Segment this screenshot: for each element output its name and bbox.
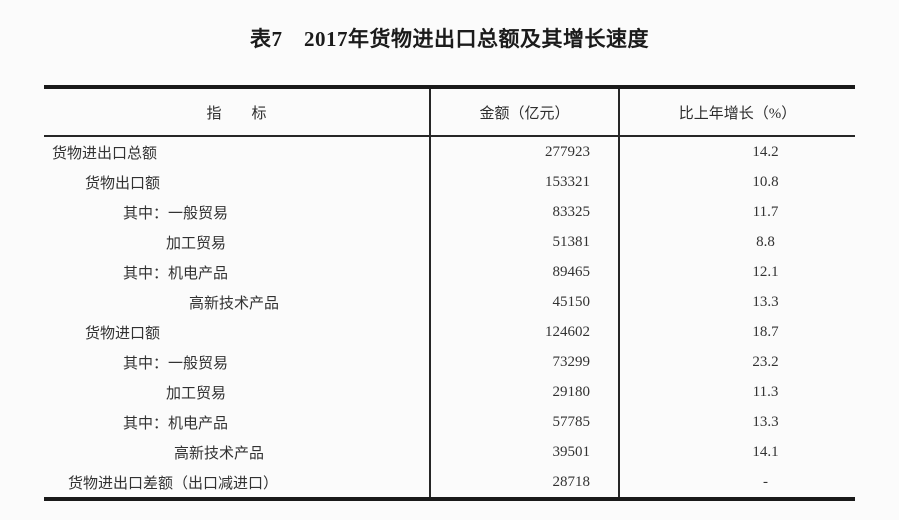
amount-value: 73299: [429, 347, 618, 377]
row-label: 加工贸易: [166, 235, 227, 252]
table-row: 货物进口额 124602 18.7: [44, 317, 855, 347]
row-label: 货物出口额: [85, 175, 161, 192]
row-label: 加工贸易: [166, 385, 227, 402]
header-amount: 金额（亿元）: [429, 89, 618, 135]
growth-value: 13.3: [618, 407, 855, 437]
growth-value: 12.1: [618, 257, 855, 287]
row-label: 其中：机电产品: [123, 265, 229, 282]
table-row: 其中：机电产品 89465 12.1: [44, 257, 855, 287]
page-title: 表7 2017年货物进出口总额及其增长速度: [250, 27, 649, 51]
indicators-table: 指 标 金额（亿元） 比上年增长（%） 货物进出口总额 277923 14.2 …: [44, 85, 855, 501]
table-row: 货物出口额 153321 10.8: [44, 167, 855, 197]
growth-value: 13.3: [618, 287, 855, 317]
row-label: 货物进出口差额（出口减进口）: [68, 475, 279, 492]
row-label: 高新技术产品: [189, 295, 280, 312]
growth-value: 18.7: [618, 317, 855, 347]
amount-value: 28718: [429, 467, 618, 497]
amount-value: 153321: [429, 167, 618, 197]
amount-value: 89465: [429, 257, 618, 287]
header-growth: 比上年增长（%）: [618, 89, 855, 135]
growth-value: 10.8: [618, 167, 855, 197]
table-row: 其中：机电产品 57785 13.3: [44, 407, 855, 437]
row-label: 货物进口额: [85, 325, 161, 342]
amount-value: 29180: [429, 377, 618, 407]
table-row: 其中：一般贸易 83325 11.7: [44, 197, 855, 227]
table-row: 货物进出口总额 277923 14.2: [44, 137, 855, 167]
header-indicator: 指 标: [206, 105, 267, 122]
growth-value: 11.3: [618, 377, 855, 407]
amount-value: 39501: [429, 437, 618, 467]
table-row: 加工贸易 29180 11.3: [44, 377, 855, 407]
table-row: 其中：一般贸易 73299 23.2: [44, 347, 855, 377]
row-label: 货物进出口总额: [52, 145, 158, 162]
table-row: 加工贸易 51381 8.8: [44, 227, 855, 257]
growth-value: 11.7: [618, 197, 855, 227]
row-label: 其中：一般贸易: [123, 205, 229, 222]
growth-value: 14.2: [618, 137, 855, 167]
amount-value: 83325: [429, 197, 618, 227]
amount-value: 45150: [429, 287, 618, 317]
growth-value: -: [618, 467, 855, 497]
amount-value: 124602: [429, 317, 618, 347]
amount-value: 57785: [429, 407, 618, 437]
row-label: 其中：一般贸易: [123, 355, 229, 372]
amount-value: 277923: [429, 137, 618, 167]
table-row: 货物进出口差额（出口减进口） 28718 -: [44, 467, 855, 497]
growth-value: 14.1: [618, 437, 855, 467]
growth-value: 23.2: [618, 347, 855, 377]
row-label: 其中：机电产品: [123, 415, 229, 432]
table-header-row: 指 标 金额（亿元） 比上年增长（%）: [44, 89, 855, 137]
row-label: 高新技术产品: [174, 445, 265, 462]
growth-value: 8.8: [618, 227, 855, 257]
amount-value: 51381: [429, 227, 618, 257]
table-row: 高新技术产品 45150 13.3: [44, 287, 855, 317]
table-row: 高新技术产品 39501 14.1: [44, 437, 855, 467]
